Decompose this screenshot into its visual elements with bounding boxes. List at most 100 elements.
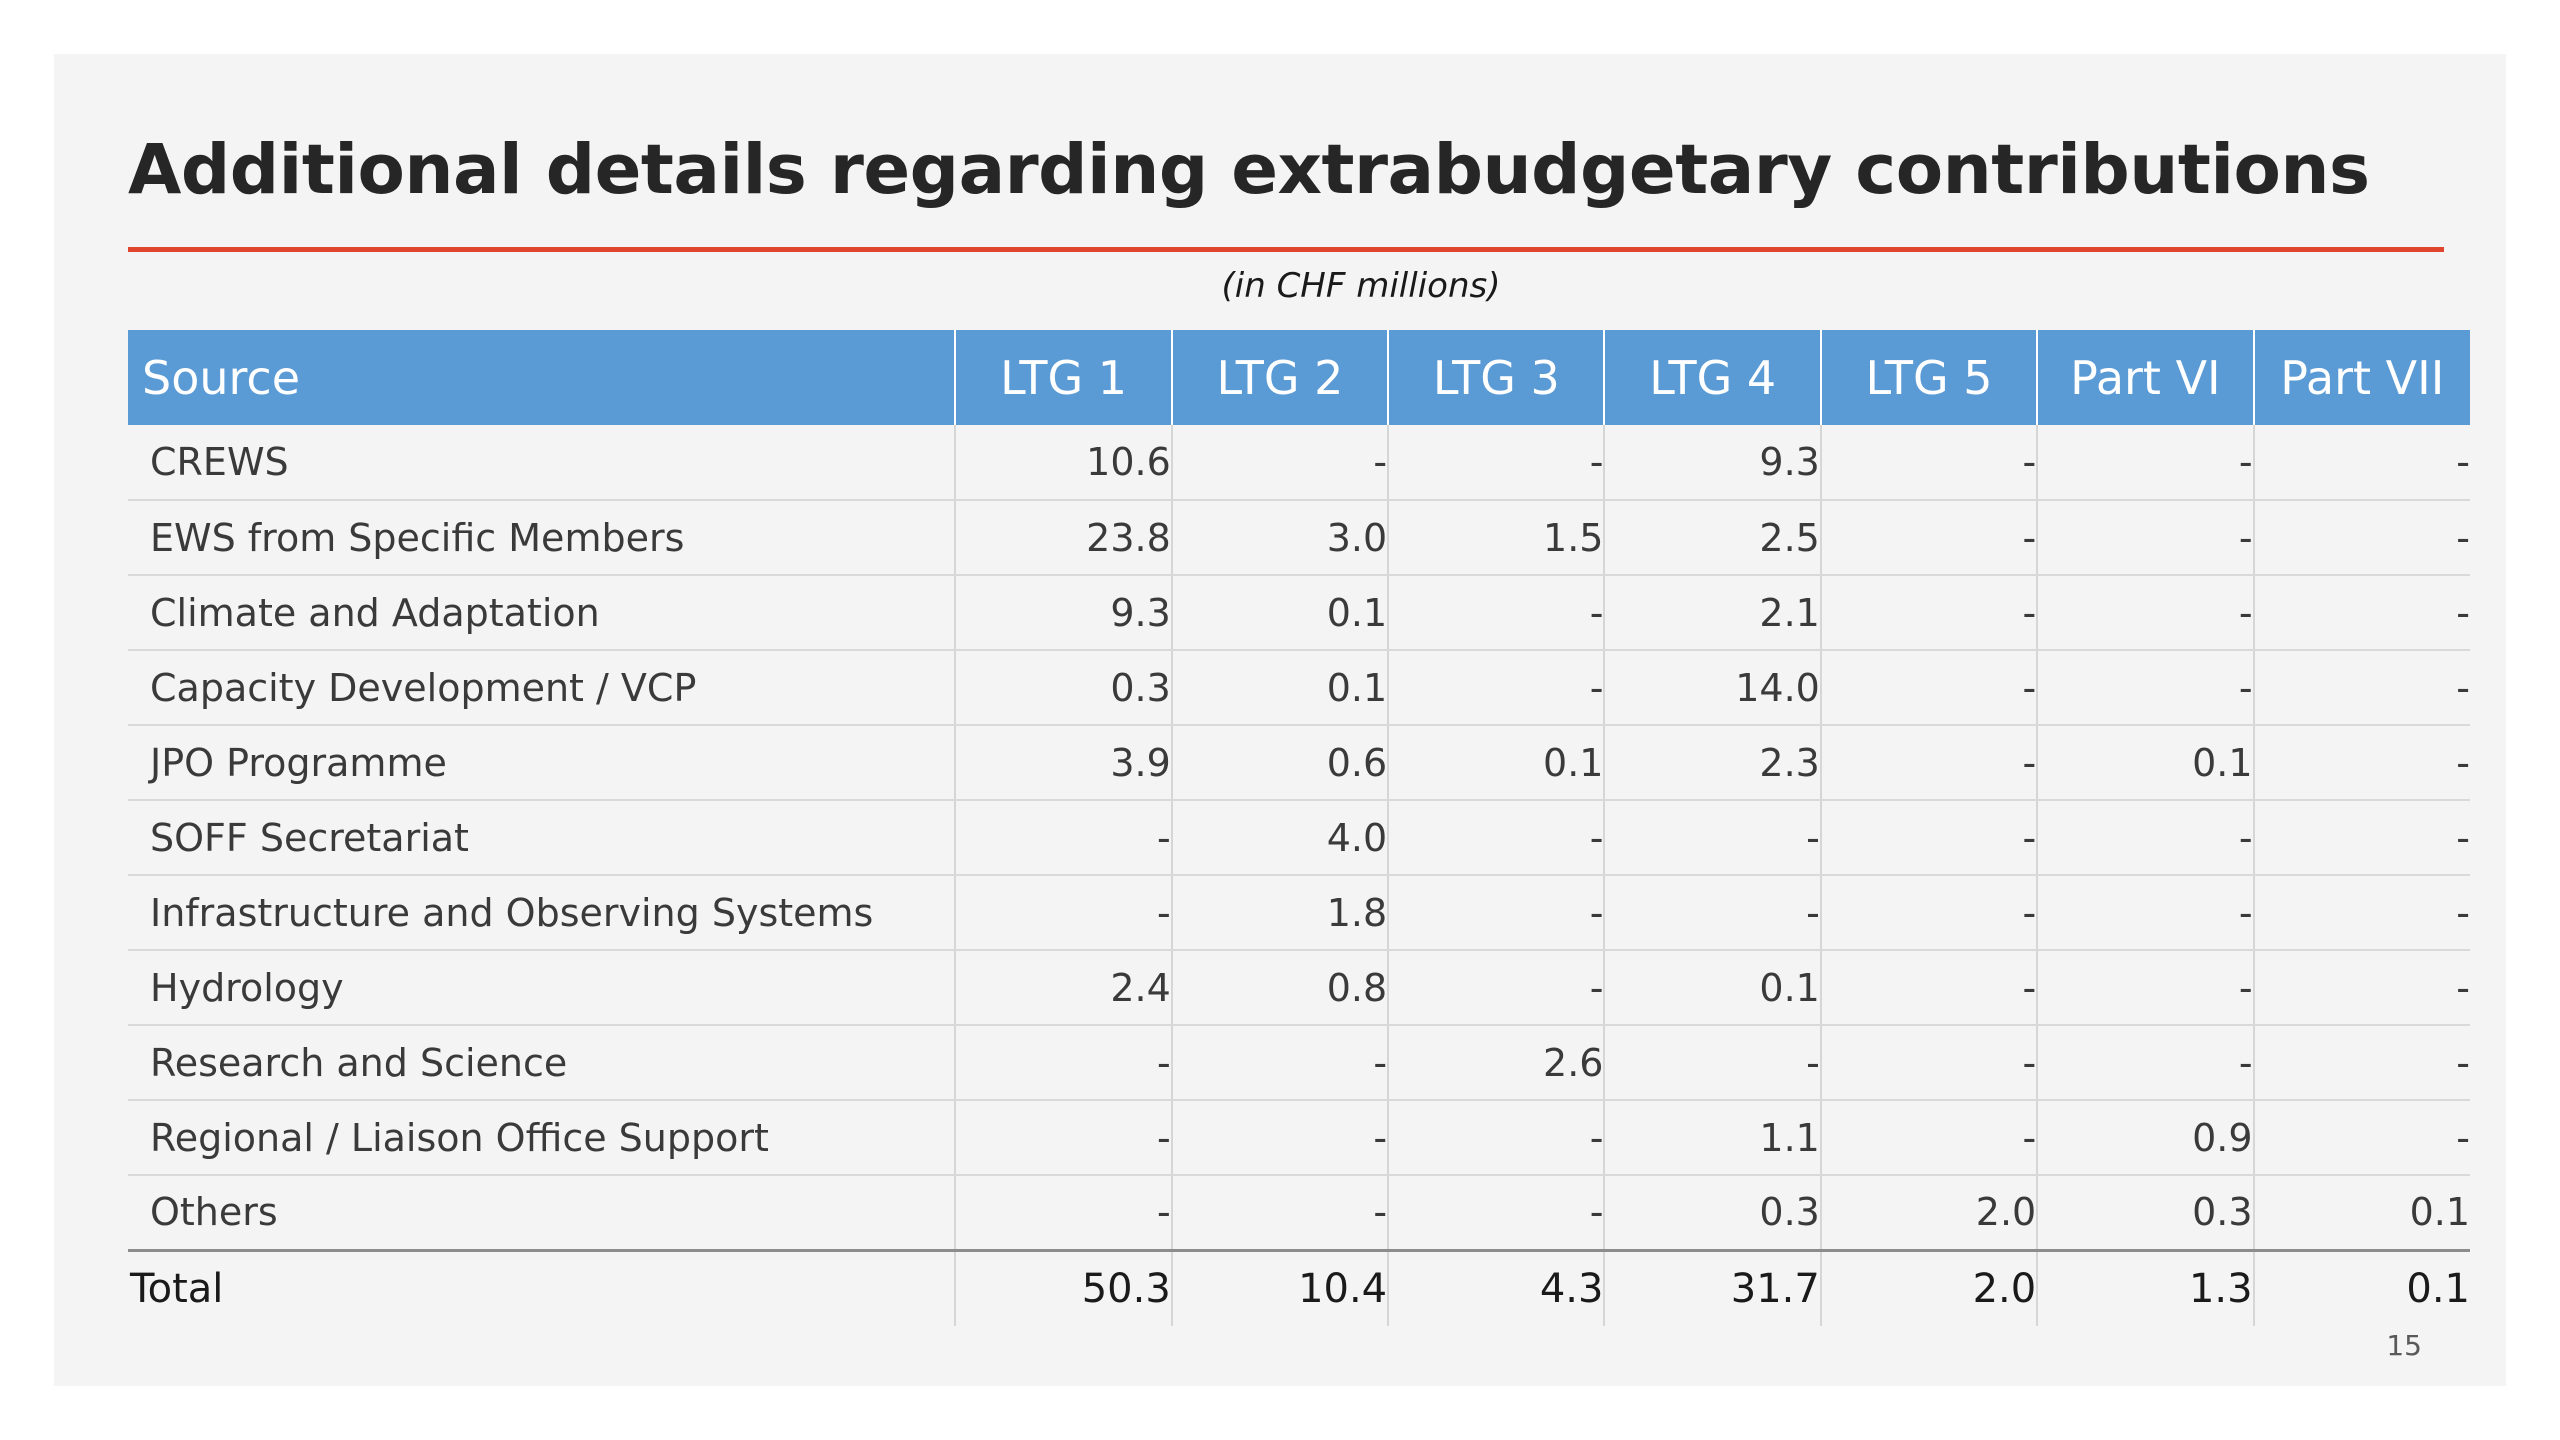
table-cell: - [1387,650,1605,726]
total-cell: 10.4 [1170,1248,1389,1326]
table-cell: - [2036,1025,2254,1101]
table-cell: - [1603,1025,1821,1101]
table-cell: - [2036,800,2254,876]
table-cell: - [1170,1175,1389,1251]
table-cell: 4.0 [1170,800,1389,876]
table-cell: - [2252,650,2470,726]
table-row: Capacity Development / VCP 0.3 0.1-14.0- - - [128,650,2470,726]
table-cell: 0.1 [1603,950,1821,1026]
table-cell: 0.9 [2036,1100,2254,1176]
table-cell: - [1819,950,2038,1026]
table-cell: - [2252,575,2470,651]
table-cell: - [1387,1175,1605,1251]
table-cell: 0.3 [2036,1175,2254,1251]
contributions-table: Source LTG 1 LTG 2 LTG 3 LTG 4 LTG 5 Part VI Pa… [128,330,2470,1326]
total-row: Total 50.3 10.4 4.3 31.7 2.0 1.3 0.1 [128,1248,2470,1326]
table-cell: - [2252,1025,2470,1101]
table-cell: 1.1 [1603,1100,1821,1176]
table-row: Hydrology 2.4 0.8-0.1- - - [128,950,2470,1026]
table-cell: - [1603,875,1821,951]
table-cell: - [1819,650,2038,726]
column-header: LTG 2 [1170,330,1389,425]
column-header: Part VI [2036,330,2254,425]
table-cell: 0.1 [2036,725,2254,801]
table-cell: - [1819,800,2038,876]
table-cell: 0.1 [1387,725,1605,801]
table-cell: 23.8 [954,500,1172,576]
table-cell: - [1387,800,1605,876]
table-row: Regional / Liaison Office Support - - -1.1-… [128,1100,2470,1176]
table-cell: 0.3 [1603,1175,1821,1251]
table-cell: - [1387,875,1605,951]
table-cell: 0.1 [1170,650,1389,726]
row-source-label: Infrastructure and Observing Systems [128,875,956,951]
table-cell: - [1387,1100,1605,1176]
table-cell: - [2036,500,2254,576]
row-source-label: Climate and Adaptation [128,575,956,651]
table-cell: - [2036,875,2254,951]
table-cell: - [2252,1100,2470,1176]
table-row: SOFF Secretariat -4.0- - - - - [128,800,2470,876]
table-header-row: Source LTG 1 LTG 2 LTG 3 LTG 4 LTG 5 Part VI Pa… [128,330,2470,425]
table-cell: - [1819,575,2038,651]
table-cell: - [2252,800,2470,876]
column-header-source: Source [128,330,956,425]
table-row: Others - - -0.3 2.0 0.3 0.1 [128,1175,2470,1251]
table-cell: 0.1 [2252,1175,2470,1251]
table-cell: 3.0 [1170,500,1389,576]
slide: Additional details regarding extrabudget… [54,54,2506,1386]
table-cell: 9.3 [1603,425,1821,501]
row-source-label: Research and Science [128,1025,956,1101]
column-header: LTG 1 [954,330,1172,425]
row-source-label: Regional / Liaison Office Support [128,1100,956,1176]
table-cell: 14.0 [1603,650,1821,726]
row-source-label: Others [128,1175,956,1251]
table-cell: - [2252,950,2470,1026]
column-header: LTG 4 [1603,330,1821,425]
title-underline [128,247,2444,252]
table-row: JPO Programme 3.9 0.6 0.1 2.3-0.1- [128,725,2470,801]
table-cell: 0.6 [1170,725,1389,801]
row-source-label: Hydrology [128,950,956,1026]
table-cell: - [954,1175,1172,1251]
table-cell: - [1819,875,2038,951]
column-header: LTG 5 [1819,330,2038,425]
table-row: Climate and Adaptation 9.3 0.1-2.1- - - [128,575,2470,651]
table-cell: 2.4 [954,950,1172,1026]
row-source-label: EWS from Specific Members [128,500,956,576]
table-cell: - [2036,575,2254,651]
table-cell: 3.9 [954,725,1172,801]
table-cell: - [2036,650,2254,726]
table-cell: - [1170,1025,1389,1101]
table-cell: 0.1 [1170,575,1389,651]
row-source-label: SOFF Secretariat [128,800,956,876]
table-cell: - [954,1025,1172,1101]
table-cell: - [1170,425,1389,501]
table-cell: - [2036,950,2254,1026]
table-cell: 1.5 [1387,500,1605,576]
row-source-label: JPO Programme [128,725,956,801]
table-cell: - [1387,950,1605,1026]
table-cell: - [1819,1025,2038,1101]
table-cell: - [1603,800,1821,876]
total-cell: 2.0 [1819,1248,2038,1326]
table-cell: - [2252,725,2470,801]
table-cell: 2.1 [1603,575,1821,651]
total-label: Total [128,1248,956,1326]
table-cell: 0.3 [954,650,1172,726]
table-row: Research and Science - -2.6- - - - [128,1025,2470,1101]
table-cell: - [1819,500,2038,576]
page-title: Additional details regarding extrabudget… [128,130,2370,210]
table-cell: - [2036,425,2254,501]
table-row: CREWS 10.6- -9.3- - - [128,425,2470,501]
total-cell: 50.3 [954,1248,1172,1326]
total-cell: 1.3 [2036,1248,2254,1326]
total-cell: 0.1 [2252,1248,2470,1326]
table-cell: - [1819,725,2038,801]
table-row: Infrastructure and Observing Systems -1.8… [128,875,2470,951]
table-body: CREWS 10.6- -9.3- - - EWS from Specific Membe… [128,425,2470,1326]
table-cell: 2.5 [1603,500,1821,576]
table-cell: - [954,800,1172,876]
table-cell: 2.0 [1819,1175,2038,1251]
row-source-label: Capacity Development / VCP [128,650,956,726]
